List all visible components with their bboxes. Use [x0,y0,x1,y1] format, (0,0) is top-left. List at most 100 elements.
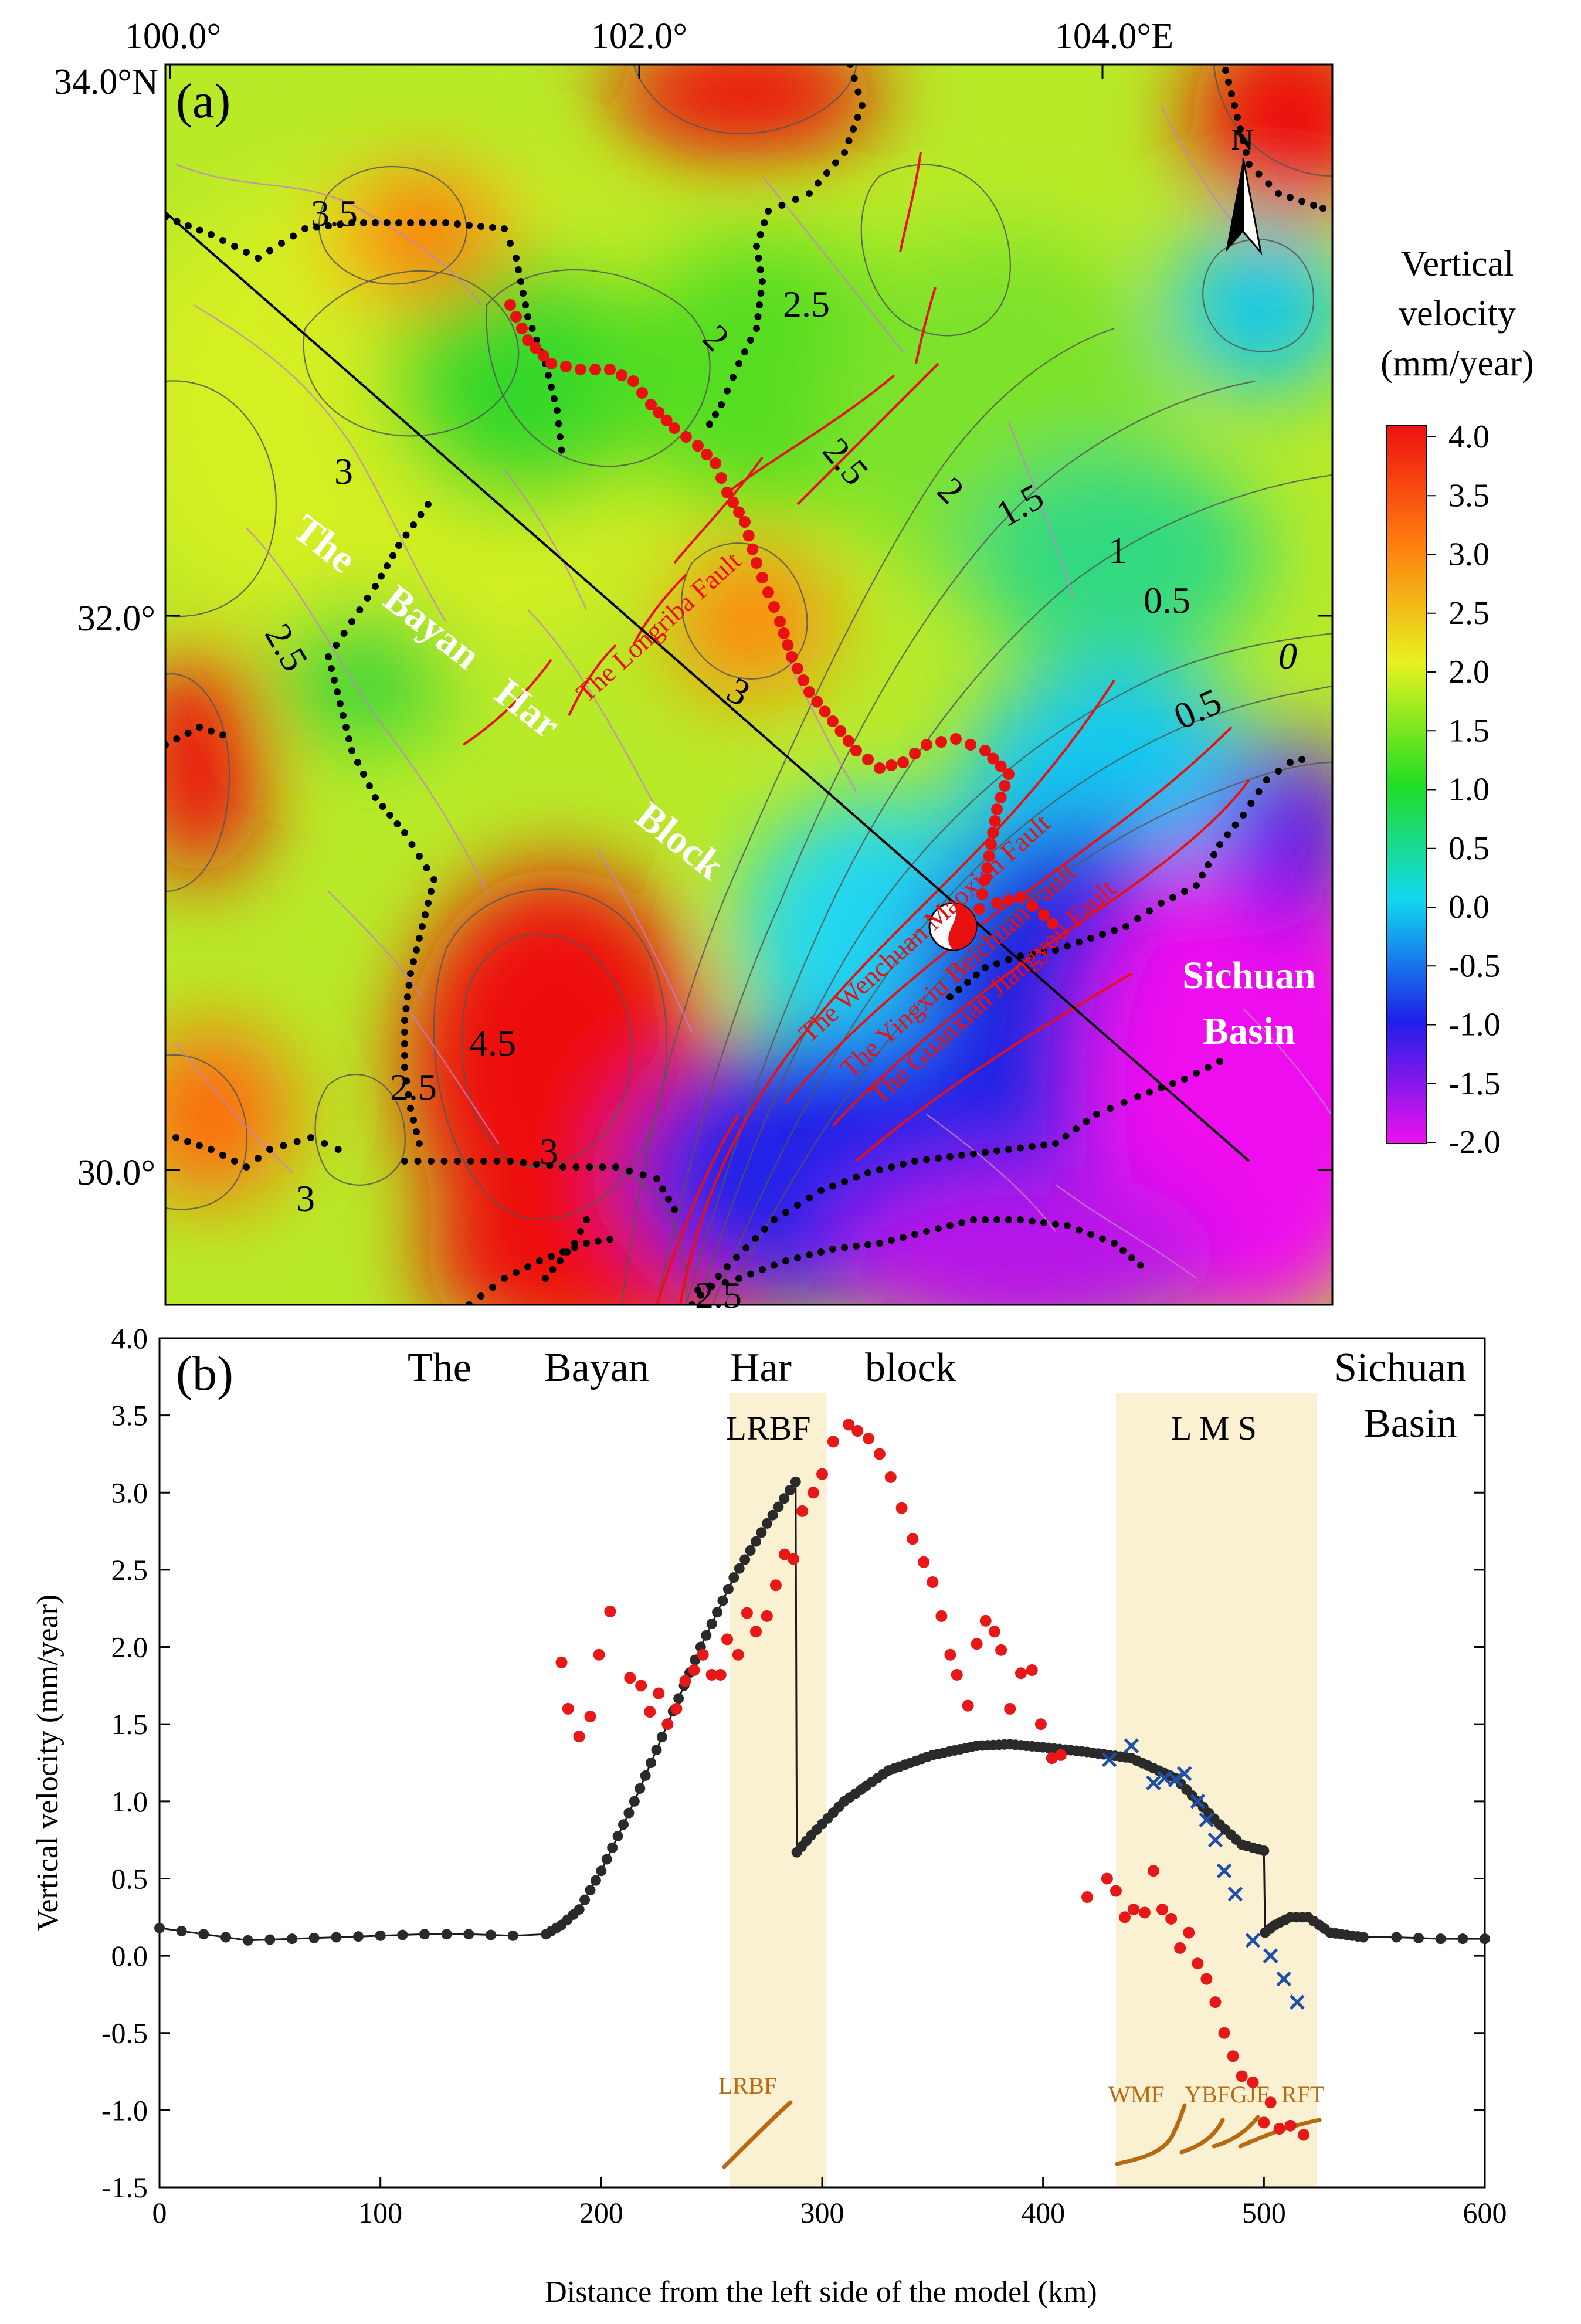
boundary-dot [993,960,1000,968]
colorbar-tick-label: 1.0 [1448,772,1490,808]
model-point [767,1509,778,1521]
y-tick-label: 2.5 [111,1553,148,1586]
boundary-dot [823,169,830,177]
observed-point [1174,1942,1186,1954]
model-point [585,1885,596,1896]
observed-point [1148,1865,1159,1877]
x-tick-label: 0 [152,2196,167,2229]
profile-dot [1038,909,1050,921]
boundary-dot [393,820,401,827]
profile-dot [827,715,839,727]
boundary-dot [850,74,858,82]
boundary-dot [524,313,531,320]
model-point [640,1770,651,1781]
colorbar-tick-label: 3.5 [1448,477,1490,514]
north-label: N [1231,123,1254,157]
map-panel: N 3.5 2.5 2 2.5 3 2 1.5 1 0.5 0 0.5 2.5 … [54,16,1534,1316]
observed-point [741,1607,753,1619]
boundary-dot [741,348,748,355]
boundary-dot [1181,1076,1188,1083]
boundary-dot [1310,202,1317,209]
boundary-dot [753,243,760,250]
boundary-dot [417,511,425,518]
north-arrow-icon: N [1226,123,1263,256]
boundary-dot [348,747,355,754]
profile-dot [981,862,993,874]
profile-dot [721,487,733,498]
boundary-dot [172,1134,179,1141]
profile-dot [692,440,704,452]
boundary-dot [1087,1231,1094,1238]
boundary-dot [403,1077,410,1085]
profile-line [165,211,1250,1162]
boundary-dot [1017,952,1024,959]
observed-point [979,1614,992,1627]
boundary-dot [564,1248,571,1256]
profile-dot [604,364,616,375]
boundary-dot [407,1105,414,1112]
model-point [198,1929,209,1940]
profile-dot [850,745,862,756]
observed-point [1183,1926,1195,1939]
boundary-dot [372,219,379,226]
model-point [242,1935,253,1946]
boundary-dot [1298,756,1305,763]
boundary-dot [1087,935,1094,942]
profile-title: The Bayan Har block Sichuan Basin [408,1345,1467,1446]
boundary-dot [1265,180,1273,188]
boundary-dot [817,1248,825,1256]
boundary-dot [1029,1217,1036,1225]
boundary-dot [293,1138,301,1145]
boundary-dot [571,1240,578,1247]
profile-dot [973,903,985,915]
contour-lines [165,65,1332,1305]
boundary-dot [1064,1222,1071,1229]
boundary-dot [337,220,344,228]
boundary-dot [876,1166,883,1173]
boundary-dot [520,1159,527,1166]
observed-point [624,1672,636,1684]
basin-line: Basin [1203,1010,1295,1053]
observed-point [1015,1667,1027,1680]
observed-point [1081,1891,1093,1904]
boundary-dot [208,1146,215,1153]
y-tick-label: 0.0 [111,1939,148,1972]
boundary-dot [410,521,417,528]
boundary-dot [759,1266,766,1273]
observed-point [778,1548,790,1560]
boundary-dot [1040,948,1047,956]
profile-dot [537,350,549,362]
y-tick-label: 1.0 [111,1785,148,1818]
observed-point [884,1471,897,1483]
model-point [353,1931,364,1942]
boundary-dot [993,1147,1000,1155]
map-ticks [165,65,1332,1171]
boundary-dot [243,249,250,256]
boundary-dot [964,979,971,986]
lat-tick: 34.0°N [54,62,158,102]
colorbar-title-line: Vertical [1401,244,1514,284]
boundary-dot [572,1163,580,1171]
model-point [607,1842,618,1853]
boundary-dot [430,876,437,883]
profile-dot [995,792,1007,803]
boundary-dot [1255,170,1263,178]
boundary-dot [599,1163,606,1171]
boundary-dot [756,231,764,238]
boundary-dot [372,794,379,801]
boundary-dot [761,219,768,226]
boundary-dot [416,1140,423,1147]
x-axis-label: Distance from the left side of the model… [545,2275,1097,2309]
model-point [785,1485,796,1496]
profile-dot [516,323,528,334]
profile-dot [798,674,809,686]
boundary-dot [982,964,989,971]
boundary-dot [477,1292,484,1300]
title-word: Bayan [544,1345,649,1390]
profile-dot [653,406,665,419]
boundary-dot [1040,1141,1047,1149]
boundary-dot [1120,1099,1128,1106]
fault-mark: RFT [1281,2081,1324,2108]
observed-point [935,1610,948,1622]
boundary-dot [419,923,426,930]
